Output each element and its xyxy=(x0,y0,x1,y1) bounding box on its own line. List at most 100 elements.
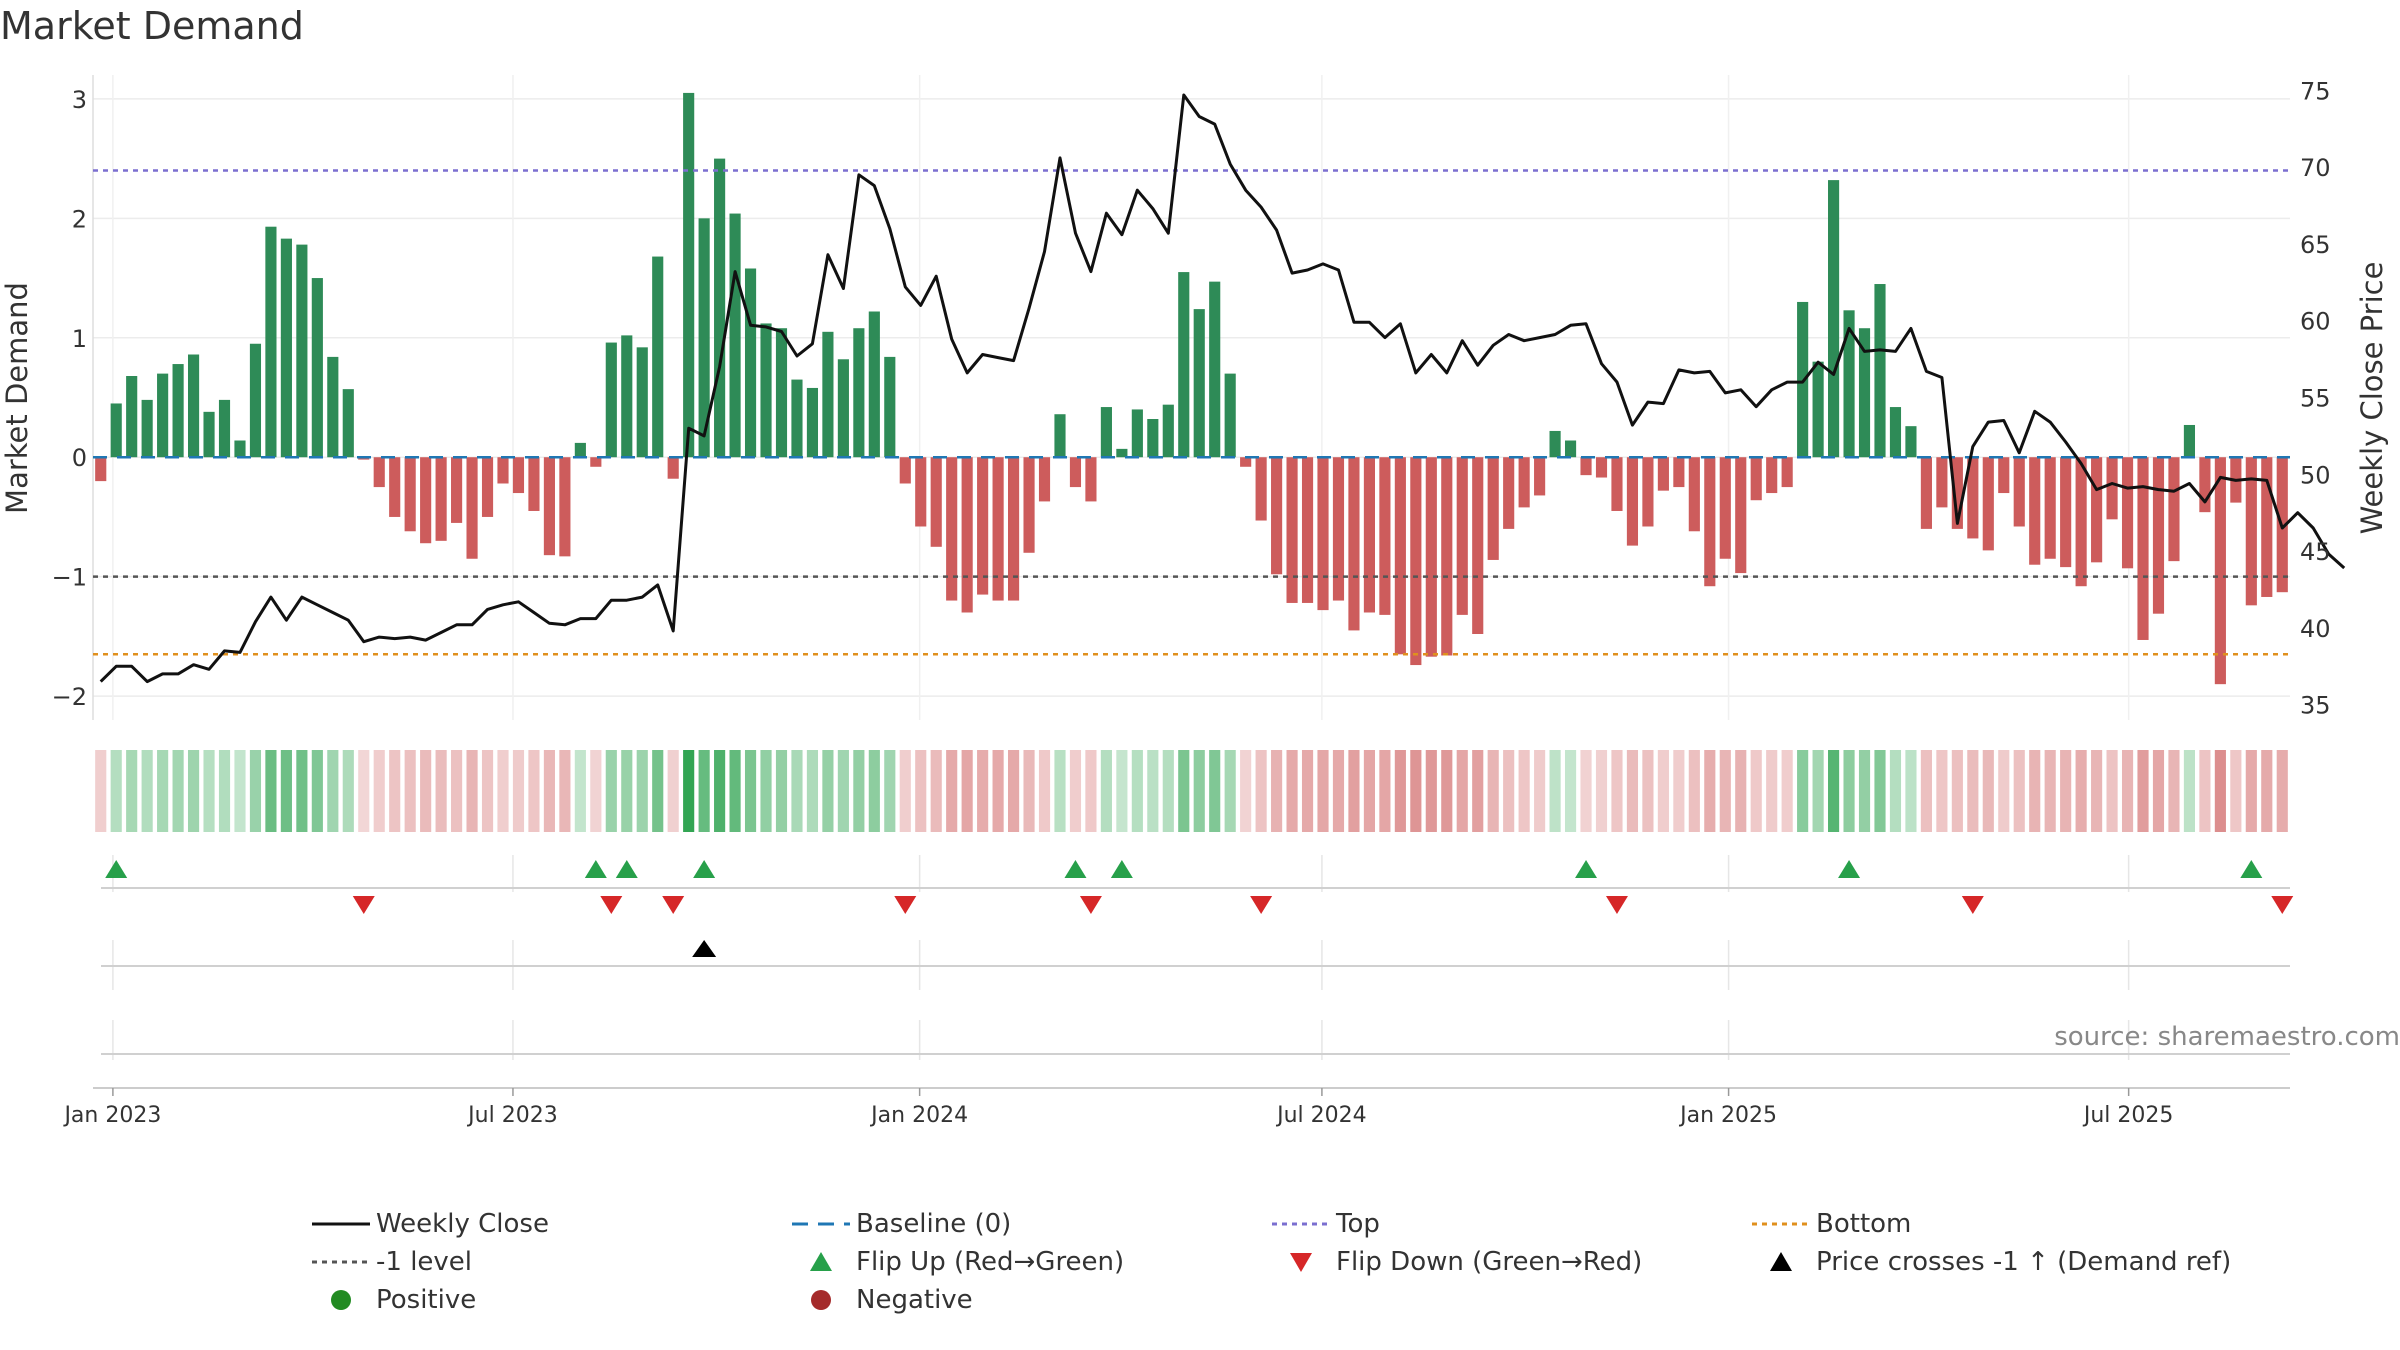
strip-cell-positive xyxy=(714,750,726,832)
strip-cell-negative xyxy=(1688,750,1700,832)
legend-baseline: Baseline (0) xyxy=(780,1205,1011,1243)
bar-negative xyxy=(1719,457,1731,559)
strip-cell-positive xyxy=(652,750,664,832)
bar-negative xyxy=(1441,457,1453,656)
bar-negative xyxy=(2029,457,2041,565)
bar-negative xyxy=(512,457,525,494)
legend-top: Top xyxy=(1260,1205,1380,1243)
strip-cell-positive xyxy=(234,750,246,832)
bar-negative xyxy=(1750,457,1762,501)
flip-down-marker xyxy=(352,896,375,914)
bar-negative xyxy=(2013,457,2025,527)
flip-up-marker xyxy=(1575,860,1598,878)
x-tick-label: Jan 2025 xyxy=(1678,1103,1777,1128)
bar-positive xyxy=(1828,180,1840,458)
bar-positive xyxy=(621,335,633,458)
bar-negative xyxy=(1348,457,1360,631)
bar-positive xyxy=(1193,309,1205,458)
bar-negative xyxy=(1038,457,1051,502)
legend-weekly-close-label: Weekly Close xyxy=(376,1209,549,1239)
flip-down-marker xyxy=(894,896,917,914)
strip-cell-negative xyxy=(1967,750,1979,832)
strip-cell-positive xyxy=(126,750,138,832)
bar-positive xyxy=(172,364,184,458)
positive-dot-icon xyxy=(331,1290,351,1310)
legend-positive-label: Positive xyxy=(376,1285,477,1315)
strip-cell-positive xyxy=(141,750,153,832)
flip-up-marker xyxy=(1838,860,1861,878)
strip-cell-negative xyxy=(1951,750,1963,832)
bar-positive xyxy=(683,92,695,458)
bar-negative xyxy=(1936,457,1948,508)
bar-positive xyxy=(744,268,757,458)
bar-negative xyxy=(2245,457,2257,606)
strip-cell-positive xyxy=(342,750,354,832)
bar-positive xyxy=(311,278,323,458)
strip-cell-negative xyxy=(2106,750,2118,832)
bar-negative xyxy=(1286,457,1298,603)
strip-cell-positive xyxy=(1224,750,1236,832)
strip-cell-positive xyxy=(791,750,803,832)
strip-cell-positive xyxy=(203,750,215,832)
strip-cell-positive xyxy=(296,750,308,832)
legend-price-cross-label: Price crosses -1 ↑ (Demand ref) xyxy=(1816,1247,2232,1277)
bar-positive xyxy=(775,328,788,458)
bar-negative xyxy=(497,457,509,484)
strip-cell-positive xyxy=(1193,750,1205,832)
legend-top-label: Top xyxy=(1336,1209,1380,1239)
bar-positive xyxy=(1812,361,1824,458)
strip-cell-positive xyxy=(1843,750,1855,832)
bar-positive xyxy=(853,328,865,458)
flip-up-marker xyxy=(615,860,638,878)
bar-positive xyxy=(1147,419,1159,458)
strip-cell-positive xyxy=(2183,750,2196,832)
strip-cell-negative xyxy=(2152,750,2165,832)
strip-cell-negative xyxy=(1534,750,1546,832)
bar-negative xyxy=(466,457,478,559)
strip-cell-positive xyxy=(280,750,292,832)
strip-cell-negative xyxy=(590,750,602,832)
strip-cell-positive xyxy=(327,750,339,832)
strip-cell-negative xyxy=(1456,750,1468,832)
strip-cell-negative xyxy=(1626,750,1639,832)
legend-minus-one-label: -1 level xyxy=(376,1247,473,1277)
strip-cell-positive xyxy=(822,750,834,832)
bar-negative xyxy=(1487,457,1499,560)
strip-cell-negative xyxy=(1363,750,1375,832)
strip-cell-negative xyxy=(1750,750,1762,832)
legend-negative: Negative xyxy=(780,1281,973,1319)
strip-cell-negative xyxy=(1704,750,1716,832)
bar-positive xyxy=(342,389,354,458)
right-tick-label: 50 xyxy=(2300,461,2331,489)
bar-negative xyxy=(1255,457,1267,521)
strip-cell-positive xyxy=(698,750,710,832)
legend-baseline-label: Baseline (0) xyxy=(856,1209,1012,1239)
strip-cell-negative xyxy=(2060,750,2072,832)
strip-cell-negative xyxy=(992,750,1004,832)
strip-cell-negative xyxy=(1936,750,1948,832)
bar-negative xyxy=(1410,457,1422,666)
strip-cell-negative xyxy=(1023,750,1035,832)
bar-negative xyxy=(930,457,942,547)
right-tick-label: 45 xyxy=(2300,538,2331,566)
strip-cell-positive xyxy=(218,750,231,832)
flip-down-marker xyxy=(662,896,685,914)
strip-cell-positive xyxy=(1858,750,1871,832)
strip-cell-positive xyxy=(187,750,200,832)
bar-negative xyxy=(1642,457,1654,527)
bar-negative xyxy=(1920,457,1932,529)
bar-negative xyxy=(451,457,463,523)
bar-negative xyxy=(1503,457,1515,529)
bar-positive xyxy=(1131,409,1143,458)
x-tick-label: Jul 2024 xyxy=(1275,1103,1367,1128)
legend-minus-one-swatch xyxy=(312,1260,370,1264)
strip-cell-negative xyxy=(1472,750,1484,832)
strip-cell-negative xyxy=(1255,750,1267,832)
bar-negative xyxy=(1317,457,1329,611)
strip-cell-positive xyxy=(1812,750,1824,832)
strip-cell-positive xyxy=(621,750,633,832)
bar-negative xyxy=(1967,457,1979,539)
bar-negative xyxy=(528,457,540,511)
strip-cell-negative xyxy=(1085,750,1097,832)
negative-dot-icon xyxy=(811,1290,831,1310)
